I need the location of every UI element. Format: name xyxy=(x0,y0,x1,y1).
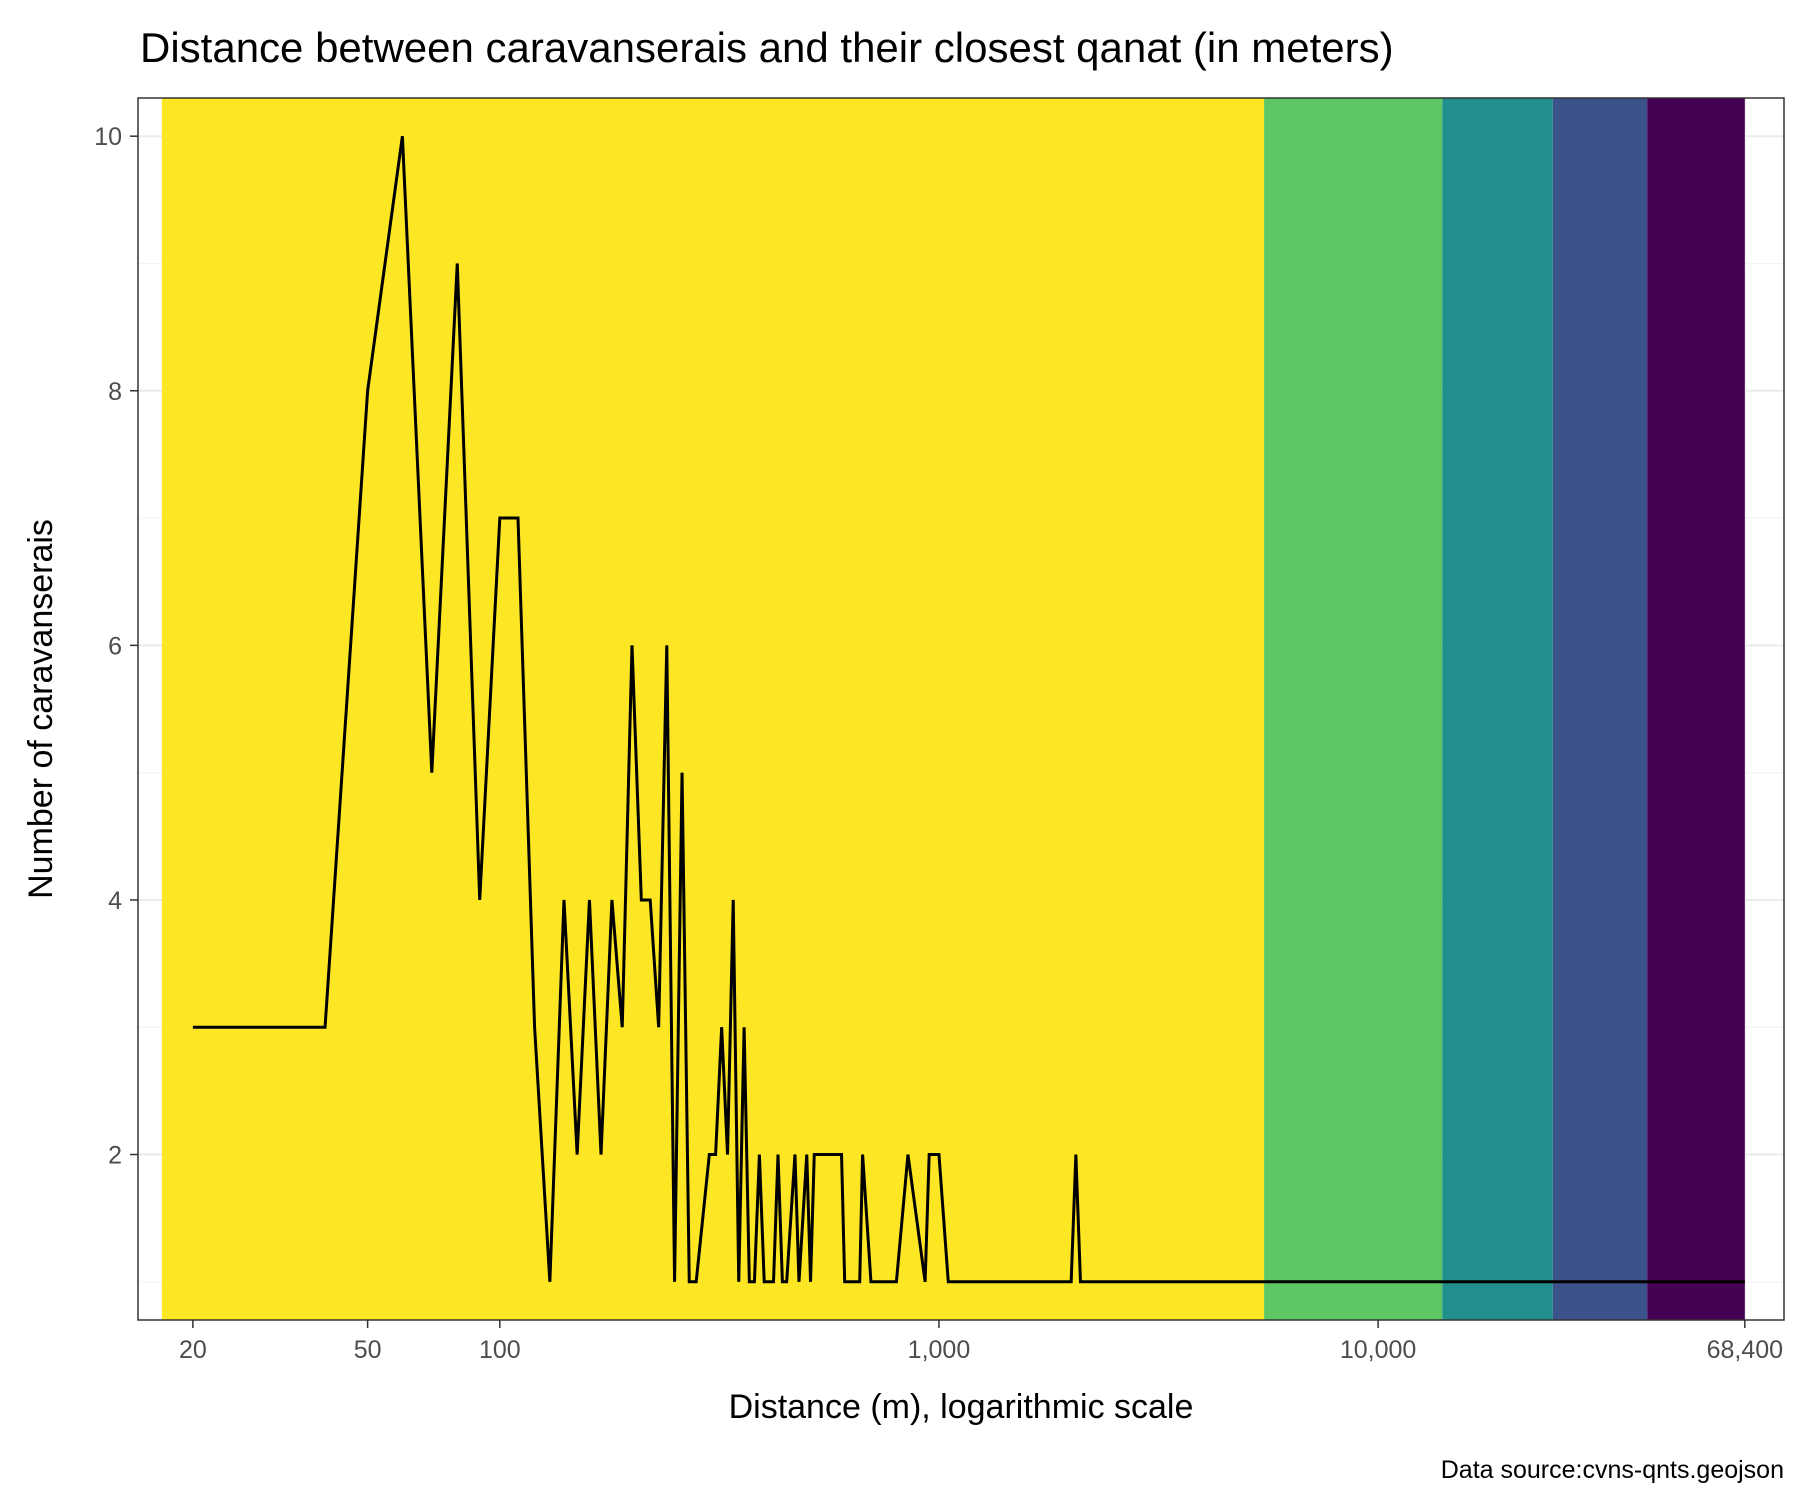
colour-bands xyxy=(161,98,1745,1320)
x-tick-label: 1,000 xyxy=(908,1336,971,1364)
colour-band-4 xyxy=(1552,98,1648,1320)
x-tick-label: 68,400 xyxy=(1707,1336,1783,1364)
colour-band-3 xyxy=(1442,98,1553,1320)
y-tick-label: 4 xyxy=(108,887,122,915)
plot-border xyxy=(137,97,1785,1321)
chart-title: Distance between caravanserais and their… xyxy=(140,24,1394,71)
y-tick-label: 6 xyxy=(108,632,122,660)
colour-band-1 xyxy=(161,98,1265,1320)
data-source-caption: Data source:cvns-qnts.geojson xyxy=(1441,1456,1784,1484)
y-axis-title: Number of caravanserais xyxy=(22,519,60,899)
y-tick-label: 8 xyxy=(108,378,122,406)
x-axis-title: Distance (m), logarithmic scale xyxy=(729,1388,1194,1426)
x-tick-label: 20 xyxy=(179,1336,207,1364)
x-axis: 20 50 100 1,000 10,000 68,400 xyxy=(179,1320,1783,1364)
x-tick-label: 10,000 xyxy=(1340,1336,1416,1364)
x-tick-label: 50 xyxy=(354,1336,382,1364)
series-line xyxy=(192,135,1745,1284)
y-axis: 2 4 6 8 10 xyxy=(94,123,138,1170)
data-line-layer xyxy=(192,135,1745,1284)
x-tick-label: 100 xyxy=(479,1336,521,1364)
colour-band-5 xyxy=(1647,98,1745,1320)
y-tick-label: 10 xyxy=(94,123,122,151)
y-tick-label: 2 xyxy=(108,1142,122,1170)
colour-band-2 xyxy=(1264,98,1443,1320)
